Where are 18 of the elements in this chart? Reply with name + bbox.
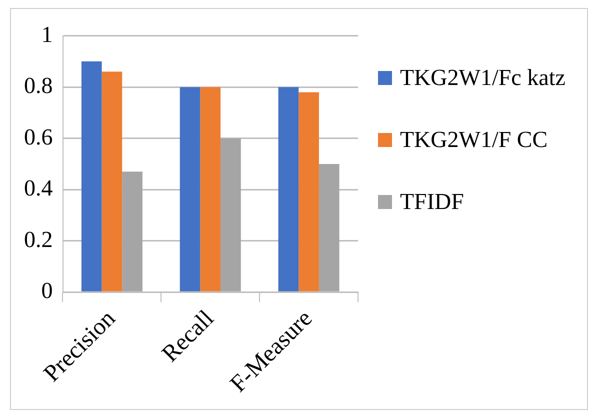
legend-label: TFIDF	[400, 188, 464, 216]
legend-label: TKG2W1/Fc katz	[400, 64, 566, 92]
bar	[318, 164, 340, 292]
bar	[298, 92, 319, 292]
legend-label: TKG2W1/F CC	[400, 126, 548, 154]
bar	[102, 72, 122, 292]
bar	[81, 61, 102, 292]
y-tick-label: 0	[41, 278, 53, 304]
y-tick-label: 0.8	[24, 73, 53, 98]
y-tick-label: 1	[41, 22, 53, 47]
bar	[278, 87, 299, 292]
y-tick-label: 0.6	[24, 124, 53, 150]
bar	[200, 87, 221, 292]
y-tick-label: 0.4	[24, 176, 54, 201]
bar	[180, 87, 200, 292]
bar	[122, 172, 142, 292]
bar	[220, 138, 241, 292]
y-tick-label: 0.2	[24, 226, 53, 252]
